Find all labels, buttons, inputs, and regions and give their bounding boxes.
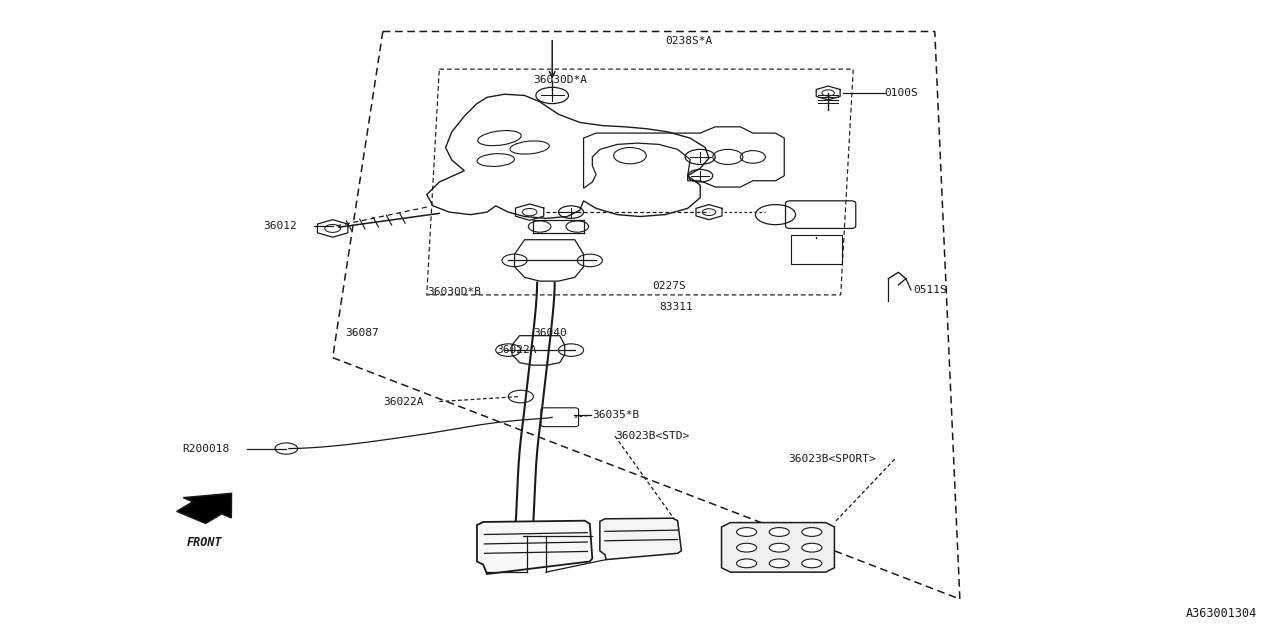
Text: A363001304: A363001304 [1185, 607, 1257, 620]
Text: 36022A: 36022A [383, 397, 424, 406]
Text: 0100S: 0100S [884, 88, 918, 98]
Text: 36012: 36012 [264, 221, 297, 231]
Ellipse shape [736, 527, 756, 536]
Text: 36030D*A: 36030D*A [534, 76, 588, 85]
Polygon shape [477, 521, 593, 574]
Text: 36022A: 36022A [495, 345, 536, 355]
Polygon shape [177, 493, 232, 524]
Ellipse shape [801, 559, 822, 568]
Ellipse shape [801, 527, 822, 536]
Text: R200018: R200018 [182, 444, 229, 454]
Text: 0511S: 0511S [914, 285, 947, 295]
Polygon shape [600, 518, 681, 559]
Text: 36035*B: 36035*B [593, 410, 640, 420]
Text: 36023B<STD>: 36023B<STD> [614, 431, 689, 441]
Text: 36030D*B: 36030D*B [426, 287, 481, 297]
Ellipse shape [736, 559, 756, 568]
Ellipse shape [769, 527, 790, 536]
Text: 36040: 36040 [534, 328, 567, 337]
Polygon shape [722, 523, 835, 572]
Ellipse shape [769, 559, 790, 568]
Ellipse shape [801, 543, 822, 552]
Text: 0227S: 0227S [653, 280, 686, 291]
Text: FRONT: FRONT [187, 536, 223, 549]
Text: 0238S*A: 0238S*A [666, 36, 713, 46]
Text: 83311: 83311 [659, 303, 692, 312]
Text: 36023B<SPORT>: 36023B<SPORT> [788, 454, 876, 464]
Ellipse shape [736, 543, 756, 552]
Ellipse shape [769, 543, 790, 552]
Text: 36087: 36087 [346, 328, 379, 337]
